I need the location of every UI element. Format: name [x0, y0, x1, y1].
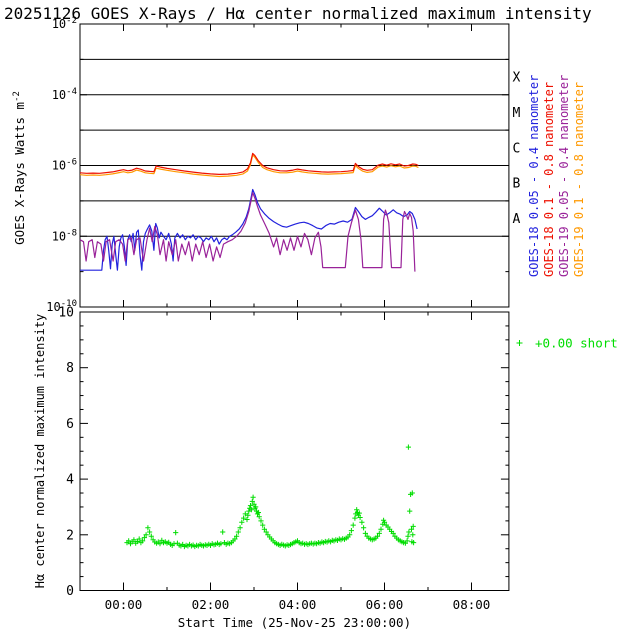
goes-ylabel: GOES X-Rays Watts m-2: [12, 91, 27, 245]
ytick-label-10e-10: 10-10: [46, 299, 77, 314]
xray-line-goes-19-0-1-0-8-nanometer: [79, 154, 419, 178]
ytick-label-10e-8: 10-8: [52, 228, 77, 243]
halpha-scatter-points: [124, 444, 417, 550]
ytick-label-10e-2: 10-2: [52, 16, 77, 31]
legend-goes-19-0-05-0-4-nanometer: GOES-19 0.05 - 0.4 nanometer: [557, 75, 571, 277]
halpha-ylabel: Hα center normalized maximum intensity: [33, 314, 47, 589]
figure-title: 20251126 GOES X-Rays / Hα center normali…: [4, 4, 592, 23]
halpha-legend-plus-icon: [516, 340, 523, 346]
xtick-label-04:00: 04:00: [279, 597, 317, 612]
xtick-label-02:00: 02:00: [192, 597, 230, 612]
halpha-ytick-label-4: 4: [66, 473, 74, 488]
xray-line-goes-19-0-05-0-4-nanometer: [79, 192, 416, 272]
flare-class-letter-B: B: [513, 177, 521, 192]
xtick-label-08:00: 08:00: [453, 597, 491, 612]
xtick-label-06:00: 06:00: [366, 597, 404, 612]
flare-class-letter-C: C: [513, 141, 521, 156]
halpha-ytick-label-0: 0: [66, 584, 74, 599]
legend-goes-18-0-1-0-8-nanometer: GOES-18 0.1 - 0.8 nanometer: [542, 82, 556, 277]
halpha-ytick-label-6: 6: [66, 417, 74, 432]
halpha-panel-frame: [79, 311, 510, 591]
xtick-label-00:00: 00:00: [105, 597, 143, 612]
xaxis-title: Start Time (25-Nov-25 23:00:00): [178, 615, 411, 630]
ytick-label-10e-6: 10-6: [52, 158, 77, 173]
halpha-ytick-label-2: 2: [66, 528, 74, 543]
halpha-ytick-label-8: 8: [66, 361, 74, 376]
legend-goes-18-0-05-0-4-nanometer: GOES-18 0.05 - 0.4 nanometer: [527, 75, 541, 277]
xray-line-goes-18-0-05-0-4-nanometer: [80, 188, 418, 271]
flare-class-letter-X: X: [513, 71, 521, 86]
ytick-label-10e-4: 10-4: [52, 87, 77, 102]
xray-line-goes-18-0-1-0-8-nanometer: [79, 152, 419, 175]
halpha-ytick-label-10: 10: [58, 306, 74, 321]
halpha-legend-label: +0.00 short: [535, 336, 618, 351]
flare-class-letter-M: M: [513, 106, 521, 121]
flare-class-letter-A: A: [513, 212, 521, 227]
legend-goes-19-0-1-0-8-nanometer: GOES-19 0.1 - 0.8 nanometer: [572, 82, 586, 277]
